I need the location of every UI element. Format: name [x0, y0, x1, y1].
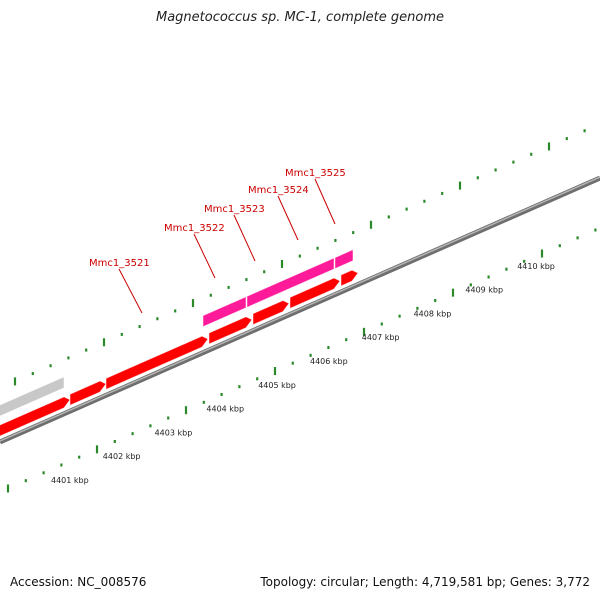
other-feature: [0, 376, 65, 417]
highlighted-cds-feature: [334, 249, 354, 270]
label-leaders: [118, 178, 336, 314]
cds-feature: [105, 335, 209, 390]
scale-label: 4403 kbp: [155, 428, 193, 437]
genome-backbone: [0, 175, 600, 445]
scale-label: 4404 kbp: [206, 405, 244, 414]
highlighted-cds-feature: [246, 257, 335, 308]
cds-feature: [69, 380, 107, 406]
leader-line: [314, 178, 336, 225]
inner-tick-track: [6, 228, 597, 493]
leader-line: [193, 233, 216, 279]
gene-label: Mmc1_3523: [204, 204, 265, 215]
scale-label: 4401 kbp: [51, 476, 89, 485]
gene-label: Mmc1_3524: [248, 185, 309, 196]
highlighted-cds-feature: [202, 296, 247, 328]
cds-feature: [0, 396, 71, 437]
scale-label: 4406 kbp: [310, 357, 348, 366]
feature-track: [0, 249, 359, 437]
scale-label: 4409 kbp: [465, 286, 503, 295]
scale-label: 4407 kbp: [362, 333, 400, 342]
gene-label: Mmc1_3522: [164, 223, 225, 234]
accession-info: Accession: NC_008576: [10, 575, 147, 589]
gene-label: Mmc1_3521: [89, 258, 150, 269]
cds-feature: [208, 316, 253, 345]
scale-label: 4410 kbp: [517, 262, 555, 271]
cds-feature: [252, 300, 290, 326]
cds-feature: [289, 277, 341, 310]
scale-labels: 4401 kbp 4402 kbp 4403 kbp 4404 kbp 4405 kbp…: [51, 262, 555, 485]
leader-line: [277, 195, 299, 241]
gene-label: Mmc1_3525: [285, 168, 346, 179]
scale-label: 4402 kbp: [103, 452, 141, 461]
cds-feature: [340, 269, 359, 287]
scale-label: 4408 kbp: [414, 309, 452, 318]
scale-label: 4405 kbp: [258, 381, 296, 390]
map-title: Magnetococcus sp. MC-1, complete genome: [155, 10, 445, 25]
leader-line: [233, 214, 256, 262]
leader-line: [118, 268, 143, 314]
genome-summary: Topology: circular; Length: 4,719,581 bp…: [260, 575, 590, 589]
genome-backbone-highlight: [0, 176, 600, 442]
outer-tick-track: [13, 129, 586, 386]
gene-labels: Mmc1_3521 Mmc1_3522 Mmc1_3523 Mmc1_3524 Mmc1…: [89, 168, 346, 269]
